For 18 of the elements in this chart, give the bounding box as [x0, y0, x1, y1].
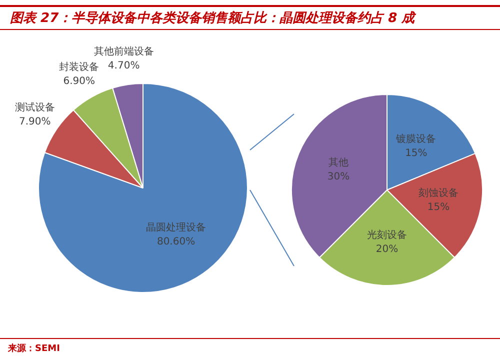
data-label: 30%	[327, 171, 350, 182]
slice-label: 其他前端设备	[94, 46, 154, 58]
chart-title: 图表 27：半导体设备中各类设备销售额占比：晶圆处理设备约占 8 成	[10, 10, 415, 27]
data-label: 4.70%	[108, 60, 140, 72]
slice-label: 镀膜设备	[395, 132, 436, 145]
data-label: 15%	[405, 148, 428, 159]
slice-label: 晶圆处理设备	[146, 222, 206, 234]
source-note: 来源：SEMI	[8, 342, 60, 355]
slice-label: 光刻设备	[367, 229, 407, 242]
data-label: 20%	[376, 244, 398, 256]
slice-label: 其他	[328, 156, 348, 168]
data-label: 80.60%	[156, 236, 196, 248]
data-label: 7.90%	[19, 116, 51, 128]
slice-label: 刻蚀设备	[418, 186, 459, 199]
slice-label: 测试设备	[14, 101, 55, 114]
data-label: 15%	[427, 202, 450, 213]
slice-label: 封装设备	[59, 60, 100, 73]
data-label: 6.90%	[63, 76, 96, 87]
